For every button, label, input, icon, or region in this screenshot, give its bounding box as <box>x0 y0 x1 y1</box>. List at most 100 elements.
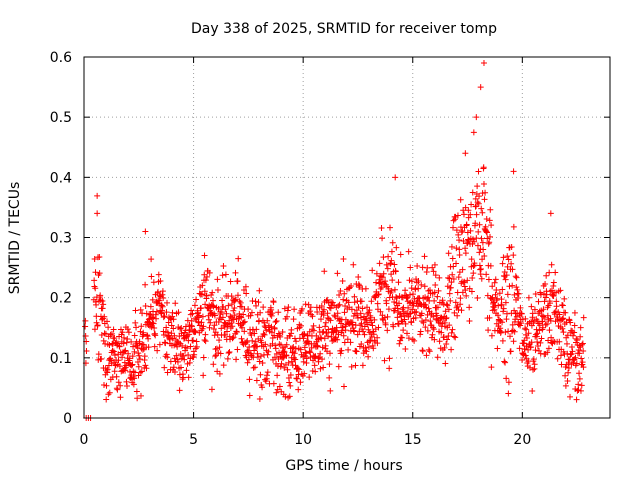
data-point <box>452 334 459 341</box>
data-point <box>525 294 532 301</box>
data-point <box>251 347 258 354</box>
data-point <box>286 379 293 386</box>
data-point <box>453 260 460 267</box>
data-point <box>424 327 431 334</box>
data-point <box>257 353 264 360</box>
data-point <box>466 317 473 324</box>
data-point <box>389 277 396 284</box>
data-point <box>162 340 169 347</box>
data-point <box>486 314 493 321</box>
data-point <box>214 276 221 283</box>
data-point <box>407 291 414 298</box>
data-point <box>570 332 577 339</box>
data-point <box>522 315 529 322</box>
data-point <box>419 347 426 354</box>
data-point <box>301 370 308 377</box>
data-point <box>230 334 237 341</box>
data-point <box>449 271 456 278</box>
data-point <box>561 295 568 302</box>
data-point <box>214 286 221 293</box>
data-point <box>124 383 131 390</box>
data-point <box>163 324 170 331</box>
data-point <box>382 321 389 328</box>
data-point <box>542 321 549 328</box>
data-point <box>385 253 392 260</box>
data-point <box>317 365 324 372</box>
data-point <box>264 317 271 324</box>
data-point <box>434 354 441 361</box>
data-point <box>268 312 275 319</box>
data-point <box>238 335 245 342</box>
data-point <box>477 271 484 278</box>
data-point <box>399 334 406 341</box>
data-point <box>482 189 489 196</box>
data-point <box>512 273 519 280</box>
data-point <box>98 355 105 362</box>
data-point <box>236 310 243 317</box>
data-point <box>578 382 585 389</box>
data-point <box>415 285 422 292</box>
data-point <box>160 331 167 338</box>
data-point <box>374 334 381 341</box>
data-point <box>288 326 295 333</box>
data-point <box>340 383 347 390</box>
data-point <box>511 291 518 298</box>
data-point <box>311 362 318 369</box>
data-point <box>475 168 482 175</box>
data-point <box>502 329 509 336</box>
data-point <box>274 386 281 393</box>
data-point <box>357 322 364 329</box>
data-point <box>234 278 241 285</box>
data-point <box>120 334 127 341</box>
data-point <box>448 243 455 250</box>
data-point <box>123 339 130 346</box>
data-point <box>331 312 338 319</box>
data-point <box>545 337 552 344</box>
data-point <box>145 344 152 351</box>
data-point <box>449 255 456 262</box>
data-point <box>483 229 490 236</box>
data-point <box>322 319 329 326</box>
data-point <box>461 278 468 285</box>
data-point <box>163 351 170 358</box>
data-point <box>237 299 244 306</box>
data-point <box>115 379 122 386</box>
data-point <box>327 317 334 324</box>
data-point <box>248 309 255 316</box>
data-point <box>231 312 238 319</box>
data-point <box>271 332 278 339</box>
data-point <box>315 358 322 365</box>
data-point <box>96 270 103 277</box>
data-point <box>236 313 243 320</box>
data-point <box>151 343 158 350</box>
data-point <box>553 303 560 310</box>
data-point <box>141 353 148 360</box>
data-point <box>422 301 429 308</box>
data-point <box>423 352 430 359</box>
data-point <box>499 319 506 326</box>
data-point <box>503 375 510 382</box>
data-point <box>300 358 307 365</box>
data-point <box>105 391 112 398</box>
data-point <box>294 365 301 372</box>
data-point <box>488 295 495 302</box>
data-point <box>363 315 370 322</box>
data-point <box>170 316 177 323</box>
data-point <box>98 331 105 338</box>
data-point <box>222 332 229 339</box>
data-point <box>278 360 285 367</box>
data-point <box>268 329 275 336</box>
data-point <box>546 327 553 334</box>
data-point <box>421 283 428 290</box>
data-point <box>515 290 522 297</box>
data-point <box>320 312 327 319</box>
data-point <box>217 350 224 357</box>
data-point <box>150 279 157 286</box>
data-point <box>246 392 253 399</box>
data-point <box>571 329 578 336</box>
data-point <box>505 390 512 397</box>
data-point <box>240 311 247 318</box>
x-tick-label: 15 <box>404 432 422 448</box>
data-point <box>262 341 269 348</box>
data-point <box>324 348 331 355</box>
